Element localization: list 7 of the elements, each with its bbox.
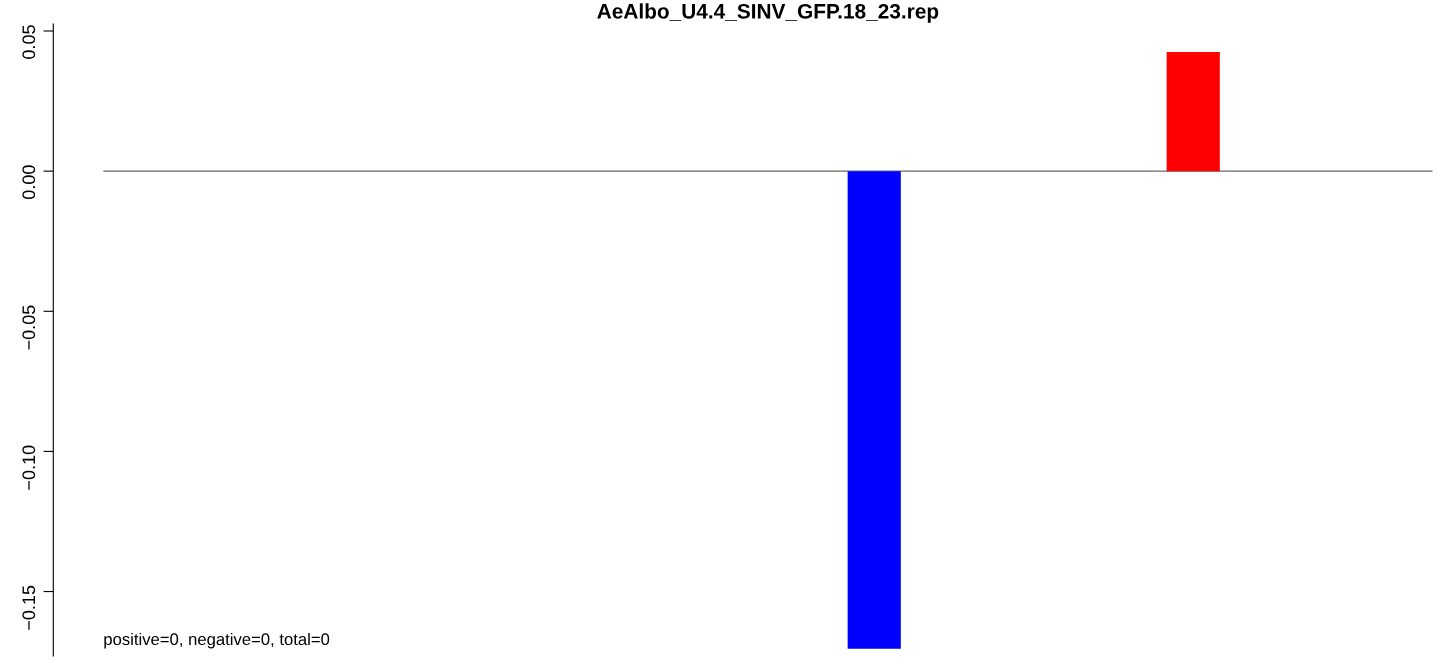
chart-title: AeAlbo_U4.4_SINV_GFP.18_23.rep	[597, 3, 939, 23]
annotation: positive=0, negative=0, total=0	[104, 632, 330, 649]
y-tick-label: −0.15	[22, 585, 36, 630]
y-tick-label: −0.10	[22, 445, 36, 490]
y-tick-label: 0.05	[22, 25, 36, 59]
y-tick-label: 0.00	[22, 165, 36, 200]
y-tick-label: −0.05	[22, 305, 36, 350]
